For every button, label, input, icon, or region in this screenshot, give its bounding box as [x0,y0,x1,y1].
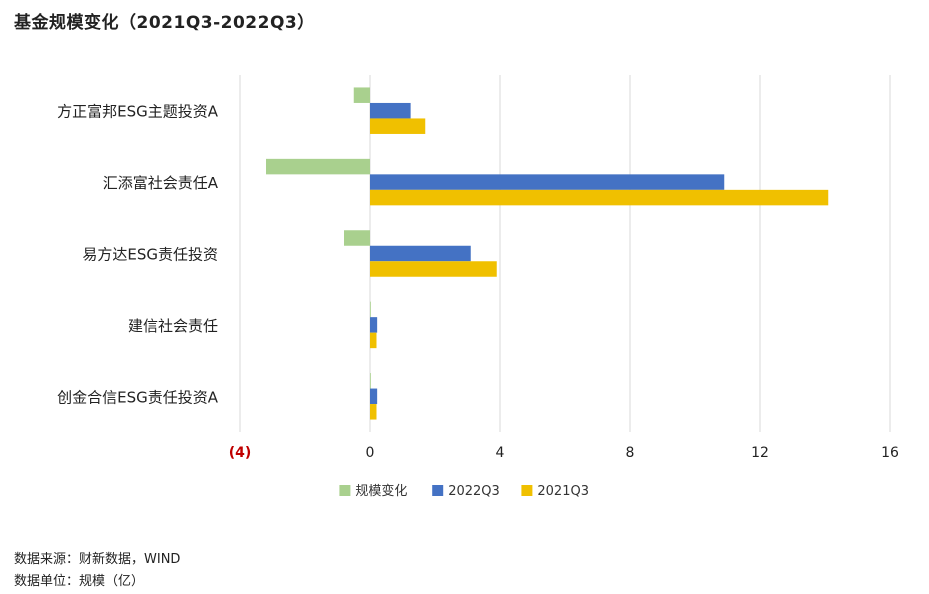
x-tick-label: 4 [496,445,505,461]
category-label: 创金合信ESG责任投资A [57,388,219,406]
bar [370,174,725,190]
category-label: 方正富邦ESG主题投资A [57,103,219,121]
bar [370,317,378,333]
data-unit-note: 数据单位：规模（亿） [14,574,145,589]
x-tick-label: 0 [366,445,375,461]
legend-label: 2021Q3 [537,484,589,499]
bar [370,301,371,318]
bar [370,388,378,405]
bar [370,245,471,262]
x-tick-label: 12 [751,445,769,461]
bar [370,118,426,134]
legend-swatch [521,485,533,496]
bar [370,189,829,206]
bar [370,404,377,420]
bar [370,261,497,277]
bar-chart: 方正富邦ESG主题投资A 汇添富社会责任A 易方达ESG责任投资建信社会责任创金合信… [57,75,899,499]
x-tick-label: 16 [881,445,899,461]
category-label: 易方达ESG责任投资 [82,246,218,264]
bar [370,332,377,349]
bar [370,102,411,119]
bar [353,87,370,103]
legend-swatch [432,485,444,496]
category-label: 建信社会责任 [128,317,218,335]
bar [370,373,371,389]
x-tick-label: (4) [229,445,252,461]
legend-label: 规模变化 [355,483,407,499]
chart-title: 基金规模变化（2021Q3-2022Q3） [14,13,315,33]
data-source-note: 数据来源：财新数据，WIND [14,552,181,567]
category-label: 汇添富社会责任A [103,174,219,192]
legend-label: 2022Q3 [448,484,500,499]
bar [266,158,370,175]
bar [344,230,370,246]
x-tick-label: 8 [626,445,635,461]
legend-swatch [339,485,351,496]
